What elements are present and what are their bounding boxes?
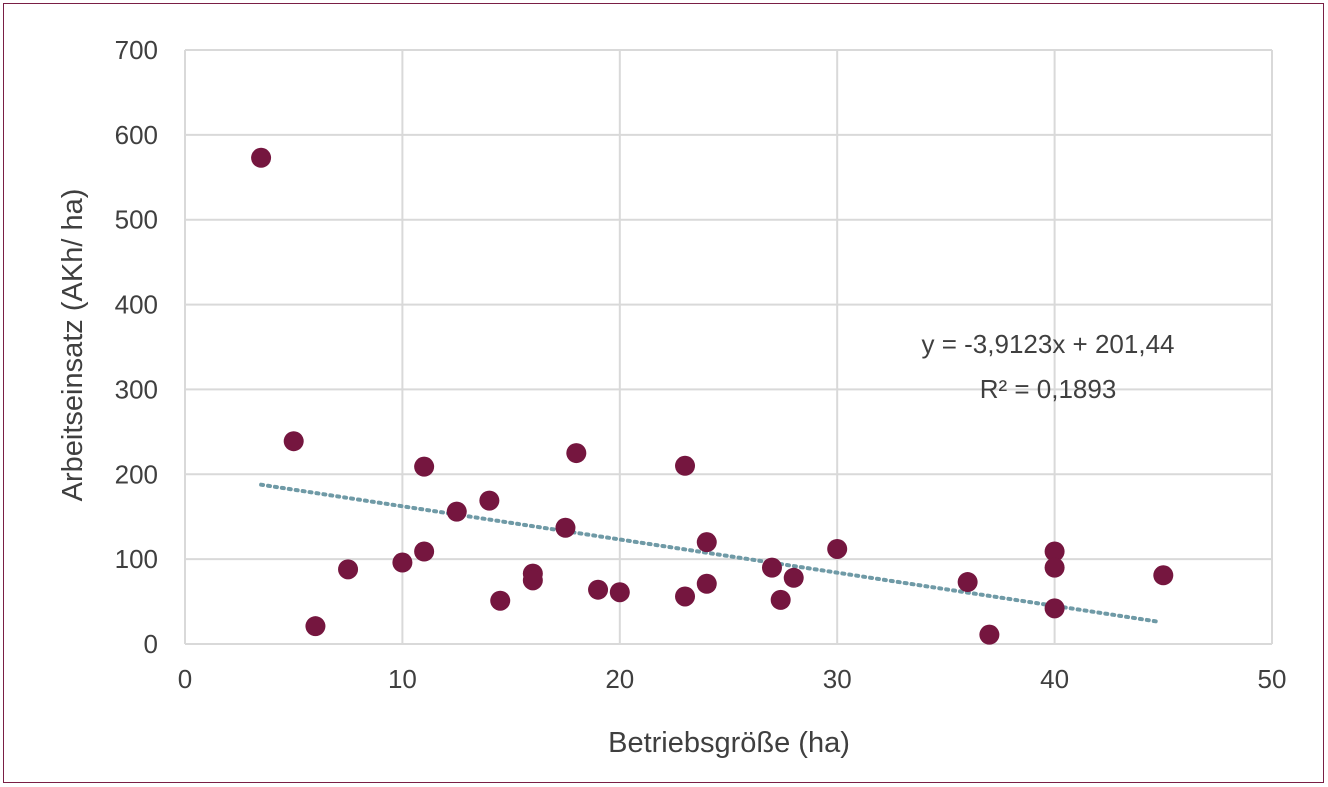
data-point xyxy=(338,559,359,580)
y-tick-labels: 0 100 200 300 400 500 600 700 xyxy=(115,35,158,659)
y-tick-label: 100 xyxy=(115,544,158,574)
data-point xyxy=(696,532,717,553)
data-point xyxy=(305,616,326,637)
data-point xyxy=(696,573,717,594)
data-point xyxy=(566,443,587,464)
data-point xyxy=(609,582,630,603)
x-tick-label: 40 xyxy=(1040,664,1069,694)
data-point xyxy=(522,570,543,591)
data-point xyxy=(446,501,467,522)
chart-frame xyxy=(3,3,1324,783)
x-tick-labels: 0 10 20 30 40 50 xyxy=(178,664,1287,694)
data-point xyxy=(392,552,413,573)
trendline xyxy=(259,482,1161,624)
data-point xyxy=(979,624,1000,645)
y-tick-label: 0 xyxy=(144,629,158,659)
trendline-r-squared: R² = 0,1893 xyxy=(980,374,1117,404)
data-point xyxy=(1044,598,1065,619)
data-point xyxy=(957,572,978,593)
data-point xyxy=(827,538,848,559)
data-point xyxy=(490,590,511,611)
trendline-equation: y = -3,9123x + 201,44 xyxy=(922,329,1175,359)
y-axis-title: Arbeitseinsatz (AKh/ ha) xyxy=(57,189,89,502)
data-point xyxy=(1044,557,1065,578)
y-tick-label: 200 xyxy=(115,459,158,489)
y-tick-label: 700 xyxy=(115,35,158,65)
trendline-group xyxy=(259,482,1161,624)
data-point xyxy=(675,455,696,476)
x-tick-label: 50 xyxy=(1258,664,1287,694)
data-point xyxy=(783,567,804,588)
y-tick-label: 500 xyxy=(115,205,158,235)
data-point xyxy=(479,490,500,511)
y-tick-label: 400 xyxy=(115,290,158,320)
data-point xyxy=(414,456,435,477)
data-point xyxy=(761,557,782,578)
data-point xyxy=(555,517,576,538)
data-point xyxy=(1153,565,1174,586)
x-tick-label: 10 xyxy=(388,664,417,694)
grid-lines xyxy=(184,49,1273,645)
data-point xyxy=(770,589,791,610)
x-tick-label: 30 xyxy=(823,664,852,694)
data-point xyxy=(414,541,435,562)
data-point xyxy=(251,147,272,168)
y-tick-label: 600 xyxy=(115,120,158,150)
data-points xyxy=(251,147,1174,645)
y-tick-label: 300 xyxy=(115,374,158,404)
data-point xyxy=(1044,541,1065,562)
data-point xyxy=(675,586,696,607)
x-tick-label: 20 xyxy=(605,664,634,694)
data-point xyxy=(283,431,304,452)
data-point xyxy=(588,579,609,600)
x-axis-title: Betriebsgröße (ha) xyxy=(608,727,850,759)
x-tick-label: 0 xyxy=(178,664,192,694)
